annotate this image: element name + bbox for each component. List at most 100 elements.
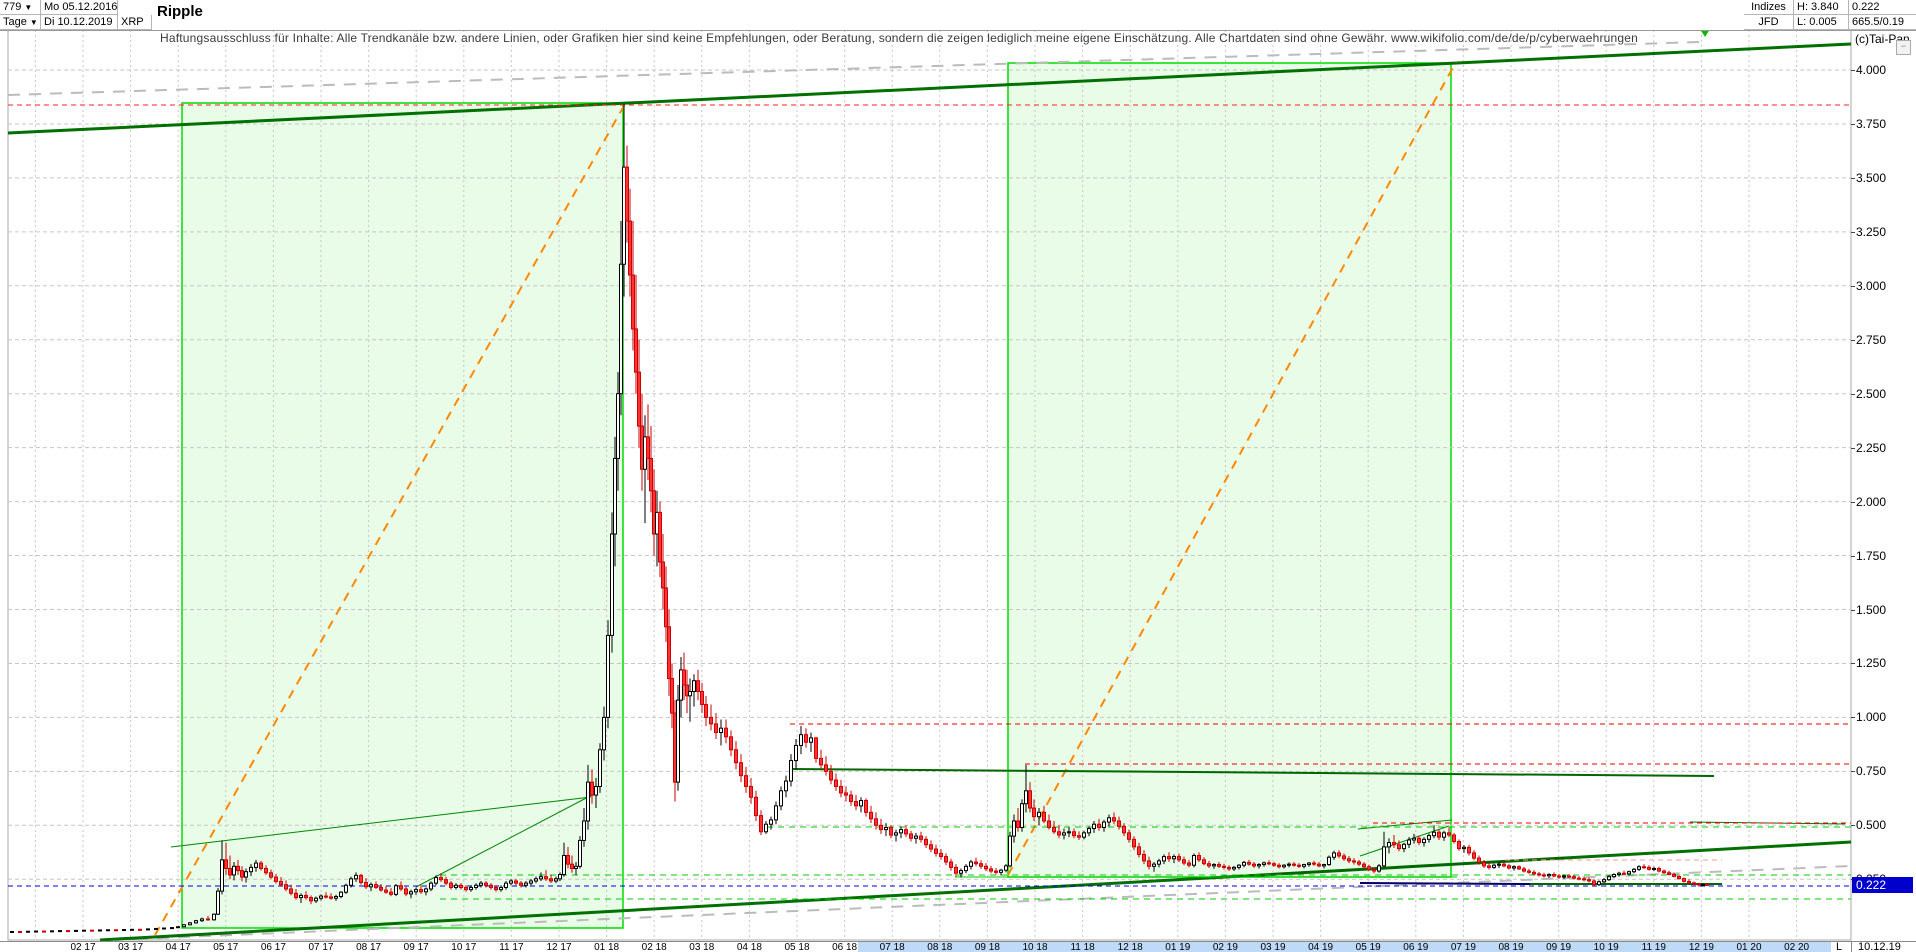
index-group-cell: Indizes <box>1744 0 1794 15</box>
y-axis-label: 4.000 <box>1856 63 1887 77</box>
y-axis-tick <box>1851 231 1855 233</box>
y-axis-label: 3.250 <box>1856 224 1887 239</box>
period-dropdown[interactable]: Tage ▼ <box>0 15 41 30</box>
y-axis-tick <box>1851 339 1855 341</box>
x-axis-label: 04 17 <box>165 942 191 952</box>
x-axis-label: 08 19 <box>1498 942 1524 952</box>
date-from-value: Mo 05.12.2016 <box>44 1 118 13</box>
x-axis-label: 04 18 <box>736 942 762 952</box>
y-axis-label: 2.500 <box>1856 386 1887 401</box>
y-axis-label: 1.500 <box>1856 602 1887 617</box>
y-axis-label: 2.000 <box>1856 494 1887 509</box>
collapse-button[interactable]: − <box>1896 40 1911 55</box>
x-axis-highlight <box>858 942 1831 952</box>
x-axis-label: 01 20 <box>1736 942 1762 952</box>
instrument-title: Ripple <box>157 3 203 20</box>
chevron-down-icon: ▼ <box>29 17 38 27</box>
low-cell: L: 0.005 <box>1794 15 1849 30</box>
x-axis-label: 02 20 <box>1784 942 1810 952</box>
y-axis-tick <box>1851 393 1855 395</box>
y-axis-tick <box>1851 285 1855 287</box>
x-axis-label: 07 18 <box>879 942 905 952</box>
x-axis[interactable]: 02 17 03 17 04 17 05 17 06 17 07 17 08 17 09 17… <box>0 941 1916 952</box>
x-axis-label: 03 17 <box>118 942 144 952</box>
last-price-cell: 0.222 <box>1849 0 1916 15</box>
candles <box>10 104 1709 933</box>
y-axis-label: 1.250 <box>1856 656 1887 671</box>
y-axis-tick <box>1851 123 1855 125</box>
last-bar-label: L <box>1836 941 1843 952</box>
x-axis-label: 12 18 <box>1117 942 1143 952</box>
symbol-cell: XRP <box>118 15 152 30</box>
broker-cell: JFD <box>1744 15 1794 30</box>
x-axis-label: 12 17 <box>546 942 572 952</box>
axis-separator <box>1851 942 1852 952</box>
x-axis-label: 11 19 <box>1641 942 1666 952</box>
x-axis-label: 01 19 <box>1165 942 1191 952</box>
x-axis-label: 11 18 <box>1070 942 1095 952</box>
date-to-value: Di 10.12.2019 <box>44 16 113 28</box>
x-axis-label: 01 18 <box>594 942 620 952</box>
chart-header: 779 ▼ Tage ▼ Mo 05.12.2016 Di 10.12.2019 X… <box>0 0 1916 31</box>
y-axis-label: 3.500 <box>1856 170 1887 185</box>
x-axis-label: 07 17 <box>308 942 334 952</box>
symbol-value: XRP <box>121 16 144 28</box>
y-axis-tick <box>1851 717 1855 719</box>
orange-diagonal-2 <box>1007 61 1457 876</box>
trend-lines <box>7 41 1852 942</box>
date-to-field[interactable]: Di 10.12.2019 <box>41 15 118 30</box>
x-axis-label: 09 18 <box>974 942 1000 952</box>
x-axis-label: 06 18 <box>832 942 858 952</box>
green-channel-upper <box>7 42 1852 135</box>
bars-count-value: 779 <box>3 1 22 13</box>
x-axis-label: 03 18 <box>689 942 715 952</box>
trend-channel-boxes <box>181 62 1452 929</box>
last-price-tag: 0.222 <box>1852 877 1913 894</box>
y-axis-label: 1.750 <box>1856 548 1887 563</box>
x-axis-label: 03 19 <box>1260 942 1286 952</box>
chevron-down-icon: ▼ <box>24 2 33 12</box>
y-axis-label: 0.500 <box>1856 818 1887 833</box>
x-axis-label: 09 19 <box>1546 942 1572 952</box>
y-axis-label: 0.750 <box>1856 764 1887 779</box>
gray-channel-lower <box>114 865 1852 941</box>
x-axis-label: 08 18 <box>927 942 953 952</box>
y-axis-label: 2.750 <box>1856 332 1887 347</box>
x-axis-label: 04 19 <box>1308 942 1334 952</box>
y-axis-tick <box>1851 771 1855 773</box>
x-axis-label: 10 17 <box>451 942 477 952</box>
x-axis-label: 05 18 <box>784 942 810 952</box>
date-from-field[interactable]: Mo 05.12.2016 <box>41 0 118 15</box>
navy-segment <box>1359 882 1531 885</box>
y-axis-tick <box>1851 663 1855 665</box>
high-cell: H: 3.840 <box>1794 0 1849 15</box>
y-axis-tick <box>1851 70 1855 71</box>
x-axis-label: 06 17 <box>260 942 286 952</box>
green-trend-2017-a <box>170 796 592 848</box>
y-axis-tick <box>1851 501 1855 503</box>
x-axis-label: 10 18 <box>1022 942 1048 952</box>
x-axis-label: 11 17 <box>499 942 524 952</box>
green-trend-2017-b <box>415 794 593 888</box>
disclaimer-text: Haftungsausschluss für Inhalte: Alle Tre… <box>160 31 1639 45</box>
x-axis-label: 02 18 <box>641 942 667 952</box>
x-axis-label: 10 19 <box>1593 942 1619 952</box>
gray-channel-upper <box>7 41 1701 96</box>
y-axis-tick <box>1851 825 1855 827</box>
x-axis-label: 06 19 <box>1403 942 1429 952</box>
x-axis-label: 02 19 <box>1212 942 1238 952</box>
x-axis-label: 08 17 <box>356 942 382 952</box>
y-axis-label: 2.250 <box>1856 440 1887 455</box>
green-resistance-075 <box>788 768 1715 777</box>
bars-count-dropdown[interactable]: 779 ▼ <box>0 0 41 15</box>
green-support-2019 <box>1236 857 1566 877</box>
y-axis-tick <box>1851 177 1855 179</box>
x-axis-label: 12 19 <box>1688 942 1714 952</box>
y-axis-label: 1.000 <box>1856 710 1887 725</box>
x-axis-label: 05 19 <box>1355 942 1381 952</box>
last-date-label: 10.12.19 <box>1858 941 1901 952</box>
today-marker-icon <box>1700 29 1710 37</box>
y-axis-tick <box>1851 555 1855 557</box>
